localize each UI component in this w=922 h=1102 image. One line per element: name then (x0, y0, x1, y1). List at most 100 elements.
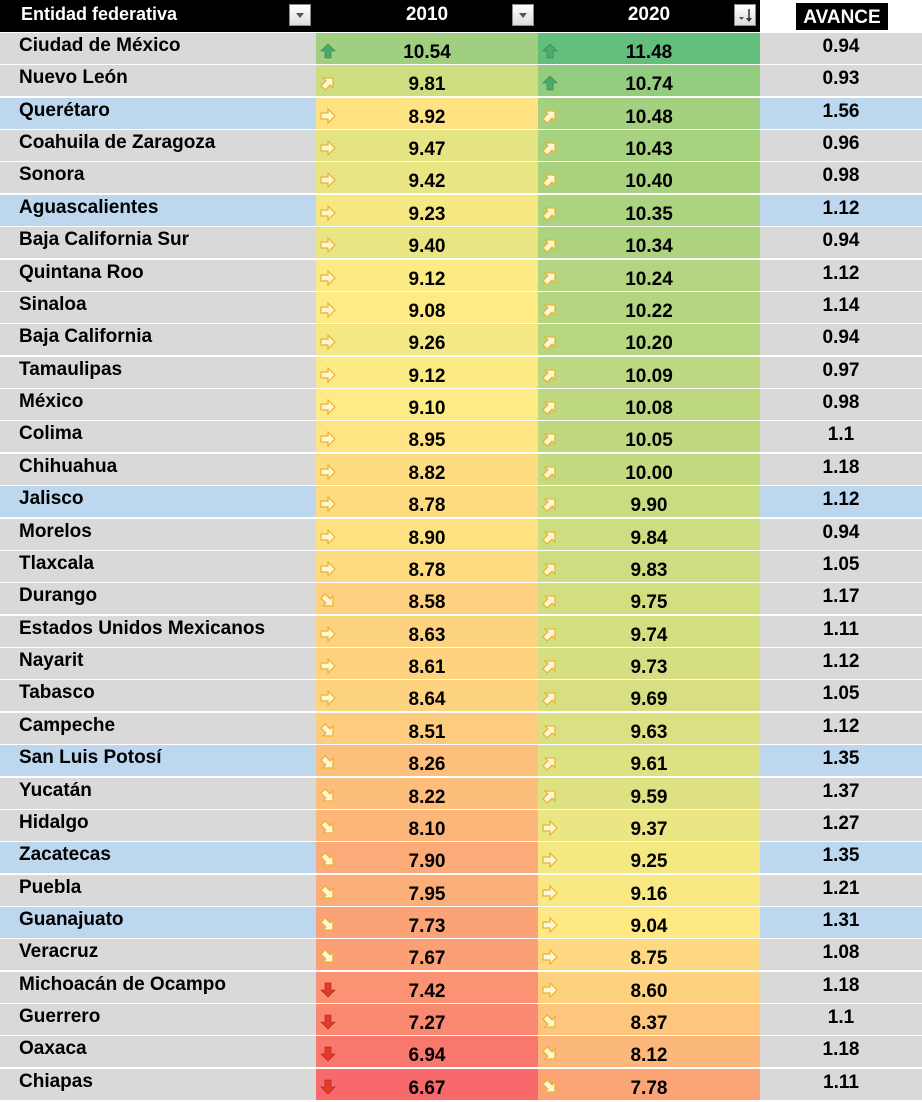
cell-2010[interactable]: 7.42 (316, 971, 538, 1003)
cell-avance[interactable]: 1.35 (760, 745, 922, 777)
cell-avance[interactable]: 0.98 (760, 389, 922, 421)
cell-avance[interactable]: 0.98 (760, 162, 922, 194)
cell-entidad[interactable]: Chiapas (0, 1068, 316, 1100)
cell-avance[interactable]: 1.12 (760, 648, 922, 680)
cell-2020[interactable]: 10.09 (538, 356, 760, 388)
cell-2010[interactable]: 8.64 (316, 680, 538, 712)
cell-avance[interactable]: 1.37 (760, 777, 922, 809)
cell-avance[interactable]: 0.93 (760, 65, 922, 97)
cell-entidad[interactable]: Yucatán (0, 777, 316, 809)
cell-2010[interactable]: 9.81 (316, 65, 538, 97)
cell-2010[interactable]: 9.42 (316, 162, 538, 194)
cell-2020[interactable]: 8.12 (538, 1036, 760, 1068)
cell-2020[interactable]: 9.25 (538, 842, 760, 874)
cell-avance[interactable]: 1.05 (760, 680, 922, 712)
cell-2020[interactable]: 9.74 (538, 615, 760, 647)
cell-avance[interactable]: 0.94 (760, 227, 922, 259)
cell-2010[interactable]: 8.78 (316, 486, 538, 518)
cell-2010[interactable]: 8.63 (316, 615, 538, 647)
cell-avance[interactable]: 1.31 (760, 906, 922, 938)
cell-entidad[interactable]: Michoacán de Ocampo (0, 971, 316, 1003)
cell-avance[interactable]: 0.94 (760, 33, 922, 64)
cell-2020[interactable]: 10.43 (538, 130, 760, 162)
cell-2010[interactable]: 8.26 (316, 745, 538, 777)
cell-2020[interactable]: 9.75 (538, 583, 760, 615)
cell-avance[interactable]: 1.17 (760, 583, 922, 615)
cell-2020[interactable]: 11.48 (538, 33, 760, 64)
cell-2010[interactable]: 7.95 (316, 874, 538, 906)
cell-2020[interactable]: 10.08 (538, 389, 760, 421)
cell-entidad[interactable]: Campeche (0, 712, 316, 744)
cell-2020[interactable]: 9.73 (538, 648, 760, 680)
cell-2020[interactable]: 8.60 (538, 971, 760, 1003)
cell-entidad[interactable]: Baja California (0, 324, 316, 356)
cell-2020[interactable]: 9.16 (538, 874, 760, 906)
cell-2010[interactable]: 9.23 (316, 194, 538, 226)
cell-entidad[interactable]: Tabasco (0, 680, 316, 712)
cell-entidad[interactable]: Guanajuato (0, 906, 316, 938)
cell-2010[interactable]: 7.73 (316, 906, 538, 938)
cell-2010[interactable]: 7.90 (316, 842, 538, 874)
cell-2010[interactable]: 7.27 (316, 1004, 538, 1036)
cell-avance[interactable]: 0.97 (760, 356, 922, 388)
cell-avance[interactable]: 1.12 (760, 259, 922, 291)
cell-2010[interactable]: 9.12 (316, 259, 538, 291)
cell-entidad[interactable]: Morelos (0, 518, 316, 550)
cell-2020[interactable]: 9.04 (538, 906, 760, 938)
cell-entidad[interactable]: Guerrero (0, 1004, 316, 1036)
cell-2010[interactable]: 6.67 (316, 1068, 538, 1100)
cell-entidad[interactable]: Sonora (0, 162, 316, 194)
cell-2010[interactable]: 9.26 (316, 324, 538, 356)
cell-entidad[interactable]: Durango (0, 583, 316, 615)
cell-2010[interactable]: 9.47 (316, 130, 538, 162)
cell-2020[interactable]: 8.37 (538, 1004, 760, 1036)
cell-avance[interactable]: 1.12 (760, 486, 922, 518)
cell-avance[interactable]: 1.1 (760, 1004, 922, 1036)
cell-avance[interactable]: 1.11 (760, 615, 922, 647)
cell-2010[interactable]: 8.22 (316, 777, 538, 809)
cell-entidad[interactable]: San Luis Potosí (0, 745, 316, 777)
cell-2020[interactable]: 10.24 (538, 259, 760, 291)
cell-2010[interactable]: 8.82 (316, 453, 538, 485)
cell-entidad[interactable]: Baja California Sur (0, 227, 316, 259)
cell-2020[interactable]: 10.05 (538, 421, 760, 453)
cell-2010[interactable]: 8.92 (316, 97, 538, 129)
cell-2020[interactable]: 10.74 (538, 65, 760, 97)
cell-entidad[interactable]: Nuevo León (0, 65, 316, 97)
cell-2020[interactable]: 8.75 (538, 939, 760, 971)
cell-2020[interactable]: 10.20 (538, 324, 760, 356)
filter-dropdown-entidad-button[interactable] (289, 4, 311, 26)
cell-2010[interactable]: 9.40 (316, 227, 538, 259)
filter-dropdown-2010-button[interactable] (512, 4, 534, 26)
cell-2020[interactable]: 9.63 (538, 712, 760, 744)
cell-entidad[interactable]: Nayarit (0, 648, 316, 680)
cell-2020[interactable]: 10.48 (538, 97, 760, 129)
cell-avance[interactable]: 1.14 (760, 291, 922, 323)
cell-entidad[interactable]: Oaxaca (0, 1036, 316, 1068)
cell-2010[interactable]: 8.90 (316, 518, 538, 550)
cell-2010[interactable]: 8.51 (316, 712, 538, 744)
cell-avance[interactable]: 0.94 (760, 324, 922, 356)
cell-2020[interactable]: 7.78 (538, 1068, 760, 1100)
cell-entidad[interactable]: Veracruz (0, 939, 316, 971)
cell-avance[interactable]: 1.1 (760, 421, 922, 453)
cell-2010[interactable]: 8.58 (316, 583, 538, 615)
cell-entidad[interactable]: Puebla (0, 874, 316, 906)
cell-avance[interactable]: 1.12 (760, 712, 922, 744)
cell-entidad[interactable]: Estados Unidos Mexicanos (0, 615, 316, 647)
cell-avance[interactable]: 1.18 (760, 971, 922, 1003)
cell-entidad[interactable]: Colima (0, 421, 316, 453)
sort-descending-2020-button[interactable] (734, 4, 756, 26)
cell-2010[interactable]: 8.95 (316, 421, 538, 453)
cell-avance[interactable]: 1.21 (760, 874, 922, 906)
cell-avance[interactable]: 1.35 (760, 842, 922, 874)
cell-avance[interactable]: 1.05 (760, 550, 922, 582)
cell-2020[interactable]: 10.40 (538, 162, 760, 194)
cell-2020[interactable]: 9.83 (538, 550, 760, 582)
cell-entidad[interactable]: Quintana Roo (0, 259, 316, 291)
cell-2010[interactable]: 9.10 (316, 389, 538, 421)
cell-entidad[interactable]: Tlaxcala (0, 550, 316, 582)
cell-entidad[interactable]: Jalisco (0, 486, 316, 518)
cell-2020[interactable]: 10.35 (538, 194, 760, 226)
cell-entidad[interactable]: Aguascalientes (0, 194, 316, 226)
